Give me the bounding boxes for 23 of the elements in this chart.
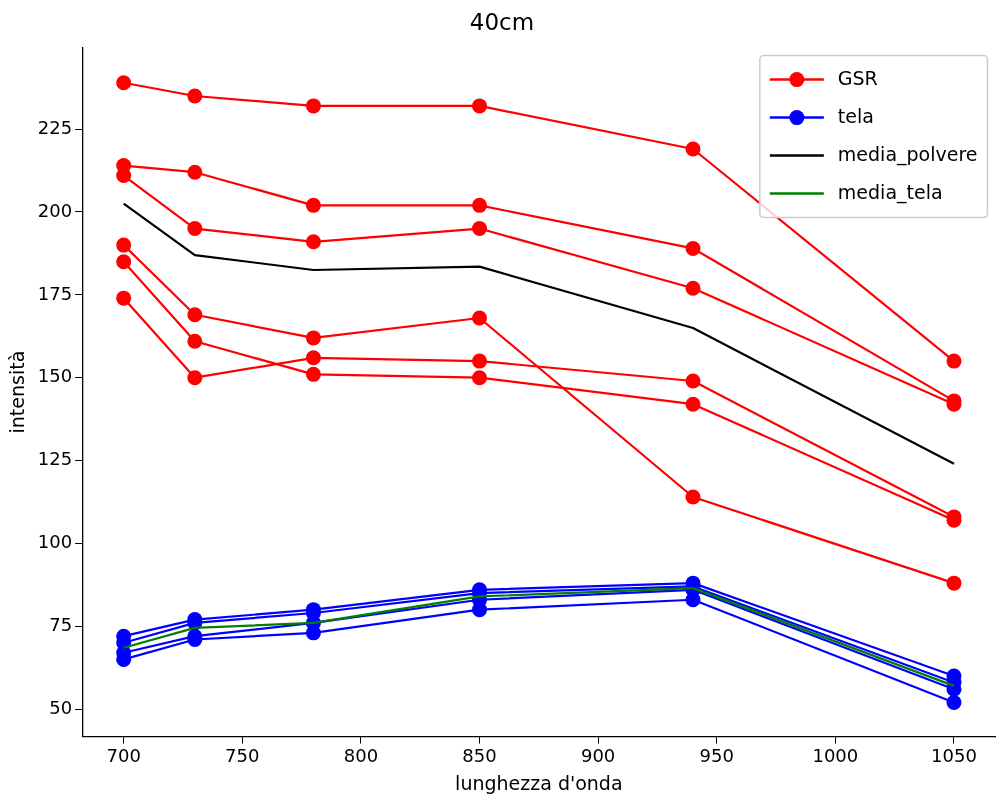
y-tick-label: 200 xyxy=(37,199,73,221)
x-tick-label: 1050 xyxy=(931,745,977,767)
legend-label: media_tela xyxy=(837,180,943,204)
x-tick-label: 800 xyxy=(343,745,379,767)
y-tick-label: 175 xyxy=(37,282,73,304)
x-tick-label: 900 xyxy=(580,745,616,767)
y-tick-label: 75 xyxy=(49,613,73,635)
x-tick-label: 1000 xyxy=(812,745,859,767)
x-tick-label: 950 xyxy=(699,745,734,767)
y-axis-title: intensità xyxy=(6,350,29,434)
x-tick-label: 750 xyxy=(225,745,260,767)
x-tick-label: 850 xyxy=(462,745,497,767)
y-tick-label: 225 xyxy=(37,116,73,138)
y-tick-label: 100 xyxy=(37,531,73,553)
legend-label: GSR xyxy=(837,66,878,89)
y-tick-label: 125 xyxy=(37,448,73,470)
chart-title: 40cm xyxy=(469,8,535,35)
legend-label: media_polvere xyxy=(837,142,978,166)
y-tick-label: 150 xyxy=(37,365,73,387)
x-tick-label: 700 xyxy=(106,745,141,767)
y-tick-label: 50 xyxy=(49,696,73,718)
legend-label: tela xyxy=(837,104,874,127)
x-axis-title: lunghezza d'onda xyxy=(455,771,623,794)
